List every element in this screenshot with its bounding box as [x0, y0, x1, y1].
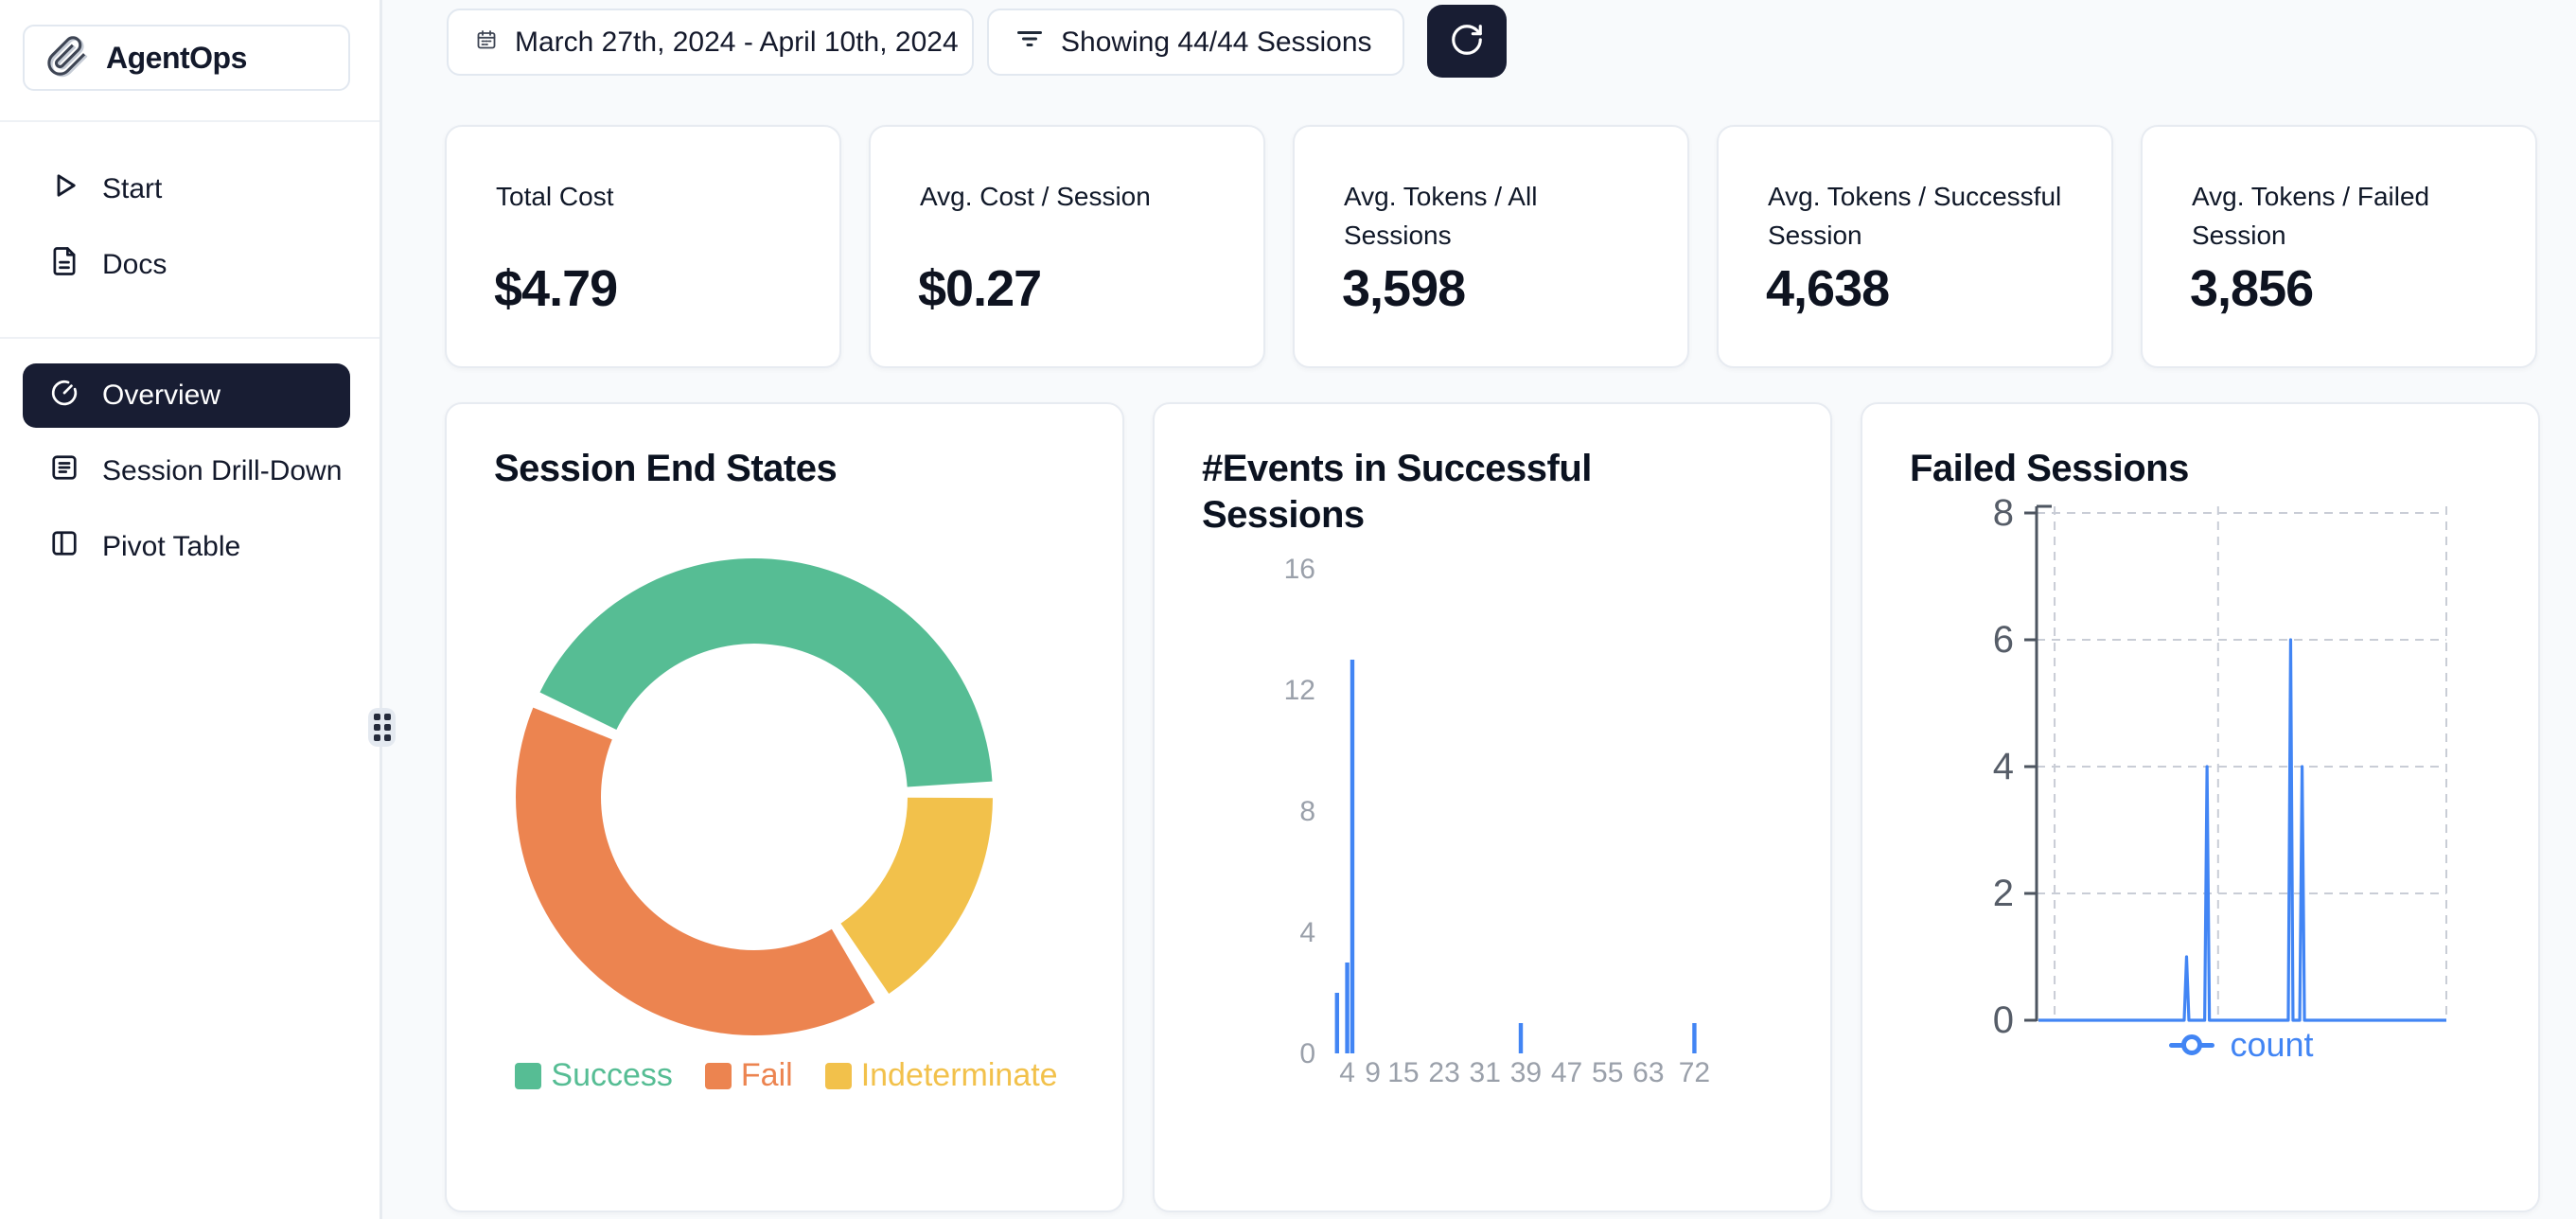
stat-label: Avg. Tokens / All Sessions	[1344, 182, 1538, 250]
svg-text:31: 31	[1470, 1057, 1501, 1088]
legend-label: Success	[551, 1057, 673, 1093]
session-end-states-donut[interactable]	[447, 404, 1126, 1214]
svg-text:12: 12	[1284, 675, 1315, 706]
svg-text:8: 8	[1993, 492, 2014, 534]
svg-text:8: 8	[1299, 796, 1315, 827]
sidebar-item-pivot-table[interactable]: Pivot Table	[0, 517, 382, 577]
svg-text:0: 0	[1993, 999, 2014, 1041]
calendar-icon	[475, 26, 498, 59]
chart-title: #Events in Successful Sessions	[1202, 448, 1592, 536]
sidebar-item-label: Start	[102, 173, 163, 204]
svg-text:47: 47	[1551, 1057, 1582, 1088]
filter-lines-icon	[1015, 25, 1044, 61]
svg-text:72: 72	[1679, 1057, 1710, 1088]
stat-value: $0.27	[918, 260, 1042, 317]
pivot-columns-icon	[47, 526, 81, 568]
legend-label: Indeterminate	[860, 1057, 1058, 1093]
refresh-icon	[1449, 22, 1485, 61]
stat-value: $4.79	[494, 260, 618, 317]
sidebar: AgentOps Start Docs Overview	[0, 0, 382, 1219]
legend-swatch	[704, 1062, 732, 1089]
svg-text:0: 0	[1299, 1038, 1315, 1069]
sidebar-item-label: Overview	[102, 380, 221, 411]
stat-card-avg-tokens-failed: Avg. Tokens / Failed Session 3,856	[2141, 125, 2537, 368]
sidebar-item-docs[interactable]: Docs	[0, 235, 382, 295]
svg-text:16: 16	[1284, 554, 1315, 585]
stat-label: Avg. Tokens / Failed Session	[2192, 182, 2430, 250]
legend-swatch	[515, 1062, 542, 1089]
failed-sessions-plot[interactable]: 0 2 4 6 8	[1862, 404, 2542, 1214]
date-range-button[interactable]: March 27th, 2024 - April 10th, 2024	[447, 9, 974, 76]
sessions-filter-button[interactable]: Showing 44/44 Sessions	[987, 9, 1404, 76]
sidebar-item-label: Pivot Table	[102, 531, 241, 562]
paperclip-icon	[45, 34, 89, 82]
legend-item-success[interactable]: Success	[515, 1057, 673, 1094]
document-icon	[47, 244, 81, 286]
svg-text:2: 2	[1993, 873, 2014, 914]
failed-sessions-card: Failed Sessions 0 2 4 6 8 count	[1861, 402, 2540, 1212]
legend-label: Fail	[740, 1057, 793, 1093]
sidebar-item-label: Docs	[102, 249, 168, 280]
svg-text:55: 55	[1592, 1057, 1623, 1088]
sessions-filter-label: Showing 44/44 Sessions	[1061, 26, 1372, 58]
svg-text:23: 23	[1428, 1057, 1459, 1088]
svg-text:4: 4	[1339, 1057, 1355, 1088]
stat-card-avg-tokens-successful: Avg. Tokens / Successful Session 4,638	[1717, 125, 2113, 368]
chart-title: Failed Sessions	[1910, 448, 2189, 489]
svg-text:9: 9	[1365, 1057, 1381, 1088]
legend-swatch	[824, 1062, 852, 1089]
gauge-icon	[47, 375, 81, 416]
sidebar-item-label: Session Drill-Down	[102, 455, 343, 486]
stat-value: 3,598	[1342, 260, 1466, 317]
date-range-label: March 27th, 2024 - April 10th, 2024	[515, 26, 959, 58]
svg-text:6: 6	[1993, 619, 2014, 661]
app-logo[interactable]: AgentOps	[23, 25, 350, 91]
sidebar-item-session-drill-down[interactable]: Session Drill-Down	[0, 441, 382, 502]
sidebar-divider	[0, 120, 379, 122]
refresh-button[interactable]	[1427, 5, 1507, 78]
stat-value: 4,638	[1766, 260, 1890, 317]
legend-item-fail[interactable]: Fail	[704, 1057, 793, 1094]
stat-label: Avg. Tokens / Successful Session	[1768, 182, 2062, 250]
play-icon	[47, 168, 81, 210]
session-end-states-card: Session End States Success Fail Indeterm…	[445, 402, 1124, 1212]
events-histogram-card: #Events in Successful Sessions 0 4 8 12 16 4 9…	[1153, 402, 1832, 1212]
chart-title: Session End States	[494, 448, 838, 489]
stat-label: Avg. Cost / Session	[920, 182, 1151, 211]
count-legend[interactable]: count	[2037, 1025, 2446, 1065]
stat-card-avg-cost-session: Avg. Cost / Session $0.27	[869, 125, 1265, 368]
stat-value: 3,856	[2190, 260, 2314, 317]
list-box-icon	[47, 450, 81, 492]
sidebar-item-start[interactable]: Start	[0, 159, 382, 220]
donut-legend: Success Fail Indeterminate	[447, 1057, 1126, 1094]
svg-text:39: 39	[1510, 1057, 1542, 1088]
sidebar-divider	[0, 337, 379, 339]
stat-label: Total Cost	[496, 182, 614, 211]
sidebar-item-overview[interactable]: Overview	[23, 363, 350, 428]
svg-text:4: 4	[1299, 917, 1315, 948]
stat-card-avg-tokens-all: Avg. Tokens / All Sessions 3,598	[1293, 125, 1689, 368]
line-marker-icon	[2169, 1042, 2215, 1048]
svg-text:63: 63	[1632, 1057, 1664, 1088]
svg-text:15: 15	[1387, 1057, 1419, 1088]
sidebar-resize-handle[interactable]	[368, 708, 396, 747]
svg-text:4: 4	[1993, 746, 2014, 787]
legend-item-indeterminate[interactable]: Indeterminate	[824, 1057, 1058, 1094]
legend-label: count	[2230, 1025, 2314, 1064]
stat-card-total-cost: Total Cost $4.79	[445, 125, 841, 368]
app-title: AgentOps	[106, 40, 247, 75]
